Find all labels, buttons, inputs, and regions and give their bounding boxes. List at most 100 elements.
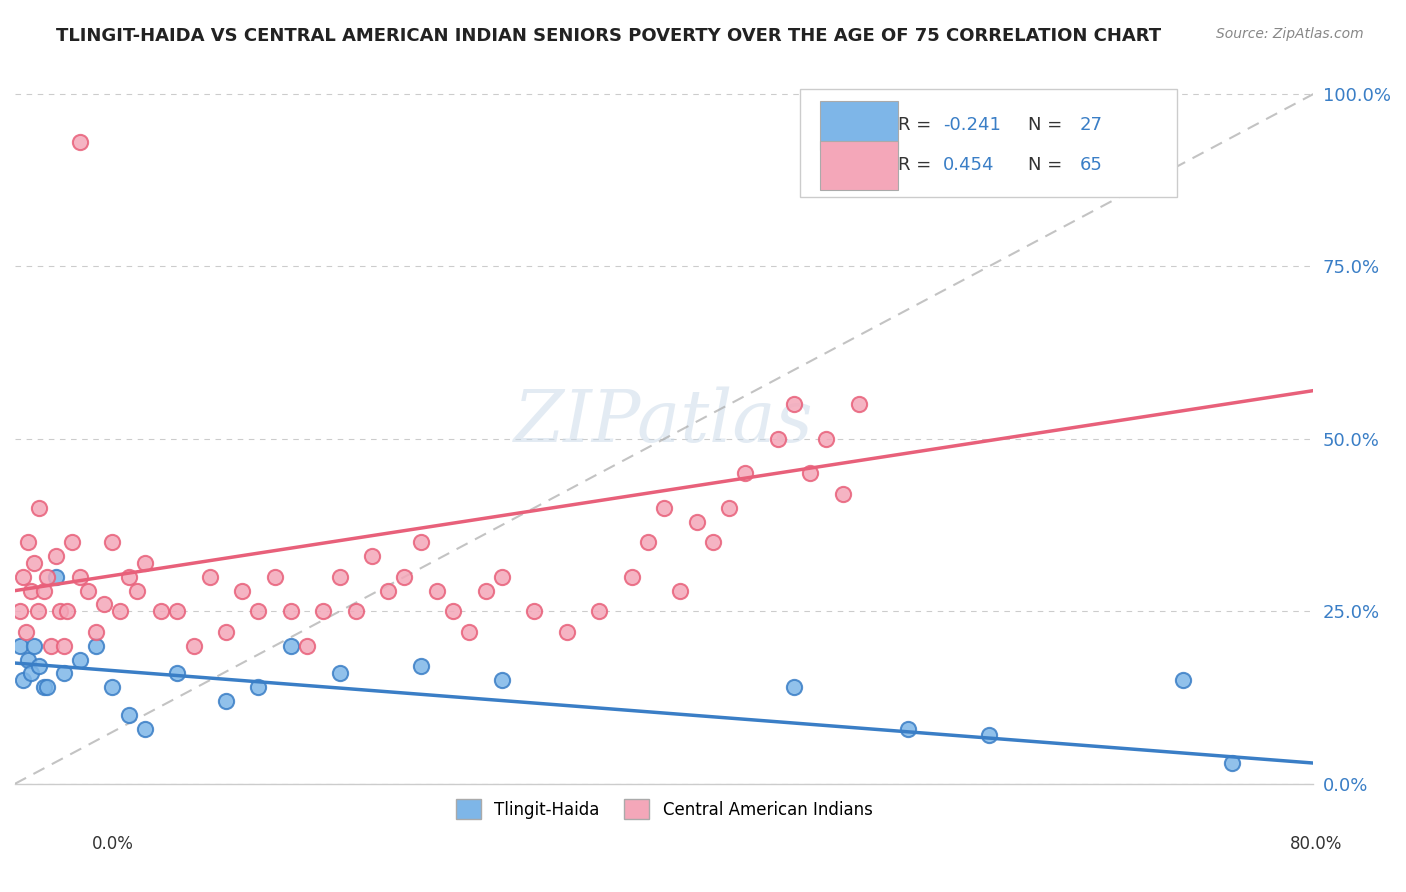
- Central American Indians: [117, 570, 139, 584]
- Tlingit-Haida: [166, 666, 188, 681]
- Text: R =: R =: [898, 116, 936, 134]
- Text: 80.0%: 80.0%: [1291, 835, 1343, 853]
- Central American Indians: [39, 639, 62, 653]
- Tlingit-Haida: [491, 673, 513, 688]
- Text: N =: N =: [1028, 155, 1067, 174]
- Tlingit-Haida: [17, 652, 39, 666]
- Central American Indians: [24, 556, 46, 570]
- Central American Indians: [27, 604, 49, 618]
- Central American Indians: [555, 625, 578, 640]
- Central American Indians: [17, 535, 39, 549]
- Central American Indians: [134, 556, 156, 570]
- Central American Indians: [110, 604, 132, 618]
- Central American Indians: [458, 625, 481, 640]
- Central American Indians: [620, 570, 643, 584]
- Central American Indians: [734, 467, 756, 481]
- FancyBboxPatch shape: [800, 88, 1177, 197]
- Central American Indians: [11, 570, 34, 584]
- Tlingit-Haida: [783, 680, 806, 694]
- Central American Indians: [702, 535, 724, 549]
- Tlingit-Haida: [28, 659, 51, 673]
- Central American Indians: [45, 549, 67, 563]
- Central American Indians: [815, 432, 838, 446]
- Tlingit-Haida: [24, 639, 46, 653]
- Central American Indians: [377, 583, 399, 598]
- Central American Indians: [166, 604, 188, 618]
- Central American Indians: [77, 583, 100, 598]
- Tlingit-Haida: [84, 639, 107, 653]
- Central American Indians: [329, 570, 352, 584]
- Tlingit-Haida: [280, 639, 302, 653]
- Central American Indians: [56, 604, 79, 618]
- Central American Indians: [491, 570, 513, 584]
- Central American Indians: [669, 583, 692, 598]
- Central American Indians: [198, 570, 221, 584]
- Central American Indians: [20, 583, 42, 598]
- Tlingit-Haida: [977, 729, 1000, 743]
- Tlingit-Haida: [45, 570, 67, 584]
- Central American Indians: [783, 397, 806, 411]
- Tlingit-Haida: [32, 680, 55, 694]
- Central American Indians: [49, 604, 72, 618]
- Central American Indians: [60, 535, 83, 549]
- Tlingit-Haida: [1220, 756, 1243, 770]
- Central American Indians: [426, 583, 449, 598]
- Tlingit-Haida: [117, 707, 139, 722]
- Central American Indians: [150, 604, 173, 618]
- Central American Indians: [15, 625, 38, 640]
- Text: R =: R =: [898, 155, 936, 174]
- Central American Indians: [231, 583, 253, 598]
- Central American Indians: [8, 604, 31, 618]
- Central American Indians: [312, 604, 335, 618]
- Central American Indians: [101, 535, 124, 549]
- Central American Indians: [69, 570, 91, 584]
- Text: ZIPatlas: ZIPatlas: [515, 386, 814, 457]
- Tlingit-Haida: [69, 652, 91, 666]
- Central American Indians: [37, 570, 59, 584]
- Central American Indians: [344, 604, 367, 618]
- Tlingit-Haida: [8, 639, 31, 653]
- Text: -0.241: -0.241: [943, 116, 1001, 134]
- Tlingit-Haida: [329, 666, 352, 681]
- Tlingit-Haida: [101, 680, 124, 694]
- Tlingit-Haida: [37, 680, 59, 694]
- Central American Indians: [588, 604, 610, 618]
- Tlingit-Haida: [896, 722, 918, 736]
- Central American Indians: [394, 570, 416, 584]
- Central American Indians: [280, 604, 302, 618]
- Central American Indians: [361, 549, 384, 563]
- Central American Indians: [766, 432, 789, 446]
- Central American Indians: [831, 487, 853, 501]
- Tlingit-Haida: [1173, 673, 1195, 688]
- Tlingit-Haida: [409, 659, 432, 673]
- Central American Indians: [183, 639, 205, 653]
- Tlingit-Haida: [11, 673, 34, 688]
- Text: 0.0%: 0.0%: [91, 835, 134, 853]
- FancyBboxPatch shape: [820, 101, 898, 150]
- Central American Indians: [32, 583, 55, 598]
- Central American Indians: [263, 570, 285, 584]
- Central American Indians: [523, 604, 546, 618]
- Central American Indians: [718, 500, 741, 515]
- Legend: Tlingit-Haida, Central American Indians: Tlingit-Haida, Central American Indians: [449, 792, 879, 826]
- Text: 27: 27: [1080, 116, 1102, 134]
- Central American Indians: [685, 515, 707, 529]
- Central American Indians: [247, 604, 270, 618]
- Central American Indians: [295, 639, 318, 653]
- Central American Indians: [799, 467, 821, 481]
- Text: Source: ZipAtlas.com: Source: ZipAtlas.com: [1216, 27, 1364, 41]
- Tlingit-Haida: [247, 680, 270, 694]
- Central American Indians: [441, 604, 464, 618]
- Central American Indians: [848, 397, 870, 411]
- Central American Indians: [84, 625, 107, 640]
- Central American Indians: [125, 583, 148, 598]
- Central American Indians: [28, 500, 51, 515]
- Text: 65: 65: [1080, 155, 1102, 174]
- Central American Indians: [637, 535, 659, 549]
- Central American Indians: [652, 500, 675, 515]
- Central American Indians: [52, 639, 75, 653]
- Tlingit-Haida: [134, 722, 156, 736]
- Tlingit-Haida: [52, 666, 75, 681]
- Central American Indians: [474, 583, 496, 598]
- Tlingit-Haida: [20, 666, 42, 681]
